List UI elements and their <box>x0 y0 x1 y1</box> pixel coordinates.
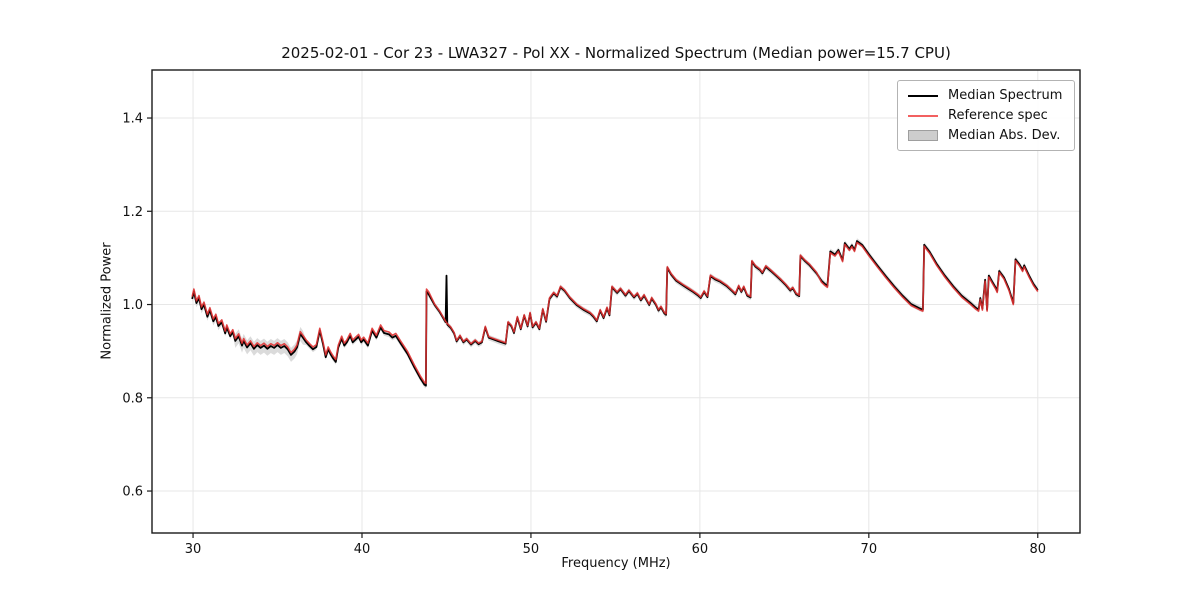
x-tick-label: 30 <box>185 542 202 557</box>
y-tick-label: 0.8 <box>122 391 143 406</box>
gray-patch-sample-icon <box>908 130 938 141</box>
x-axis-label: Frequency (MHz) <box>561 556 671 571</box>
legend-item-median-abs-dev: Median Abs. Dev. <box>908 128 1066 143</box>
y-tick-label: 0.6 <box>122 485 143 500</box>
black-line-sample-icon <box>908 94 938 97</box>
median-abs-dev-band <box>192 238 1038 389</box>
legend-label: Median Spectrum <box>948 88 1063 103</box>
y-tick-label: 1.0 <box>122 298 143 313</box>
x-tick-label: 40 <box>354 542 371 557</box>
x-tick-label: 80 <box>1029 542 1046 557</box>
reference-spec-line <box>191 241 1039 385</box>
legend-item-median-spectrum: Median Spectrum <box>908 88 1066 103</box>
y-tick-label: 1.4 <box>122 112 143 127</box>
x-tick-label: 70 <box>861 542 878 557</box>
y-tick-label: 1.2 <box>122 205 143 220</box>
chart-title: 2025-02-01 - Cor 23 - LWA327 - Pol XX - … <box>281 44 951 62</box>
axes-border <box>151 69 1081 534</box>
median-spectrum-line <box>191 240 1039 387</box>
x-tick-label: 50 <box>523 542 540 557</box>
legend-label: Median Abs. Dev. <box>948 128 1061 143</box>
x-tick-label: 60 <box>692 542 709 557</box>
legend-box: Median Spectrum Reference spec Median Ab… <box>897 80 1075 151</box>
red-line-sample-icon <box>908 114 938 117</box>
legend-item-reference-spec: Reference spec <box>908 108 1066 123</box>
legend-label: Reference spec <box>948 108 1048 123</box>
